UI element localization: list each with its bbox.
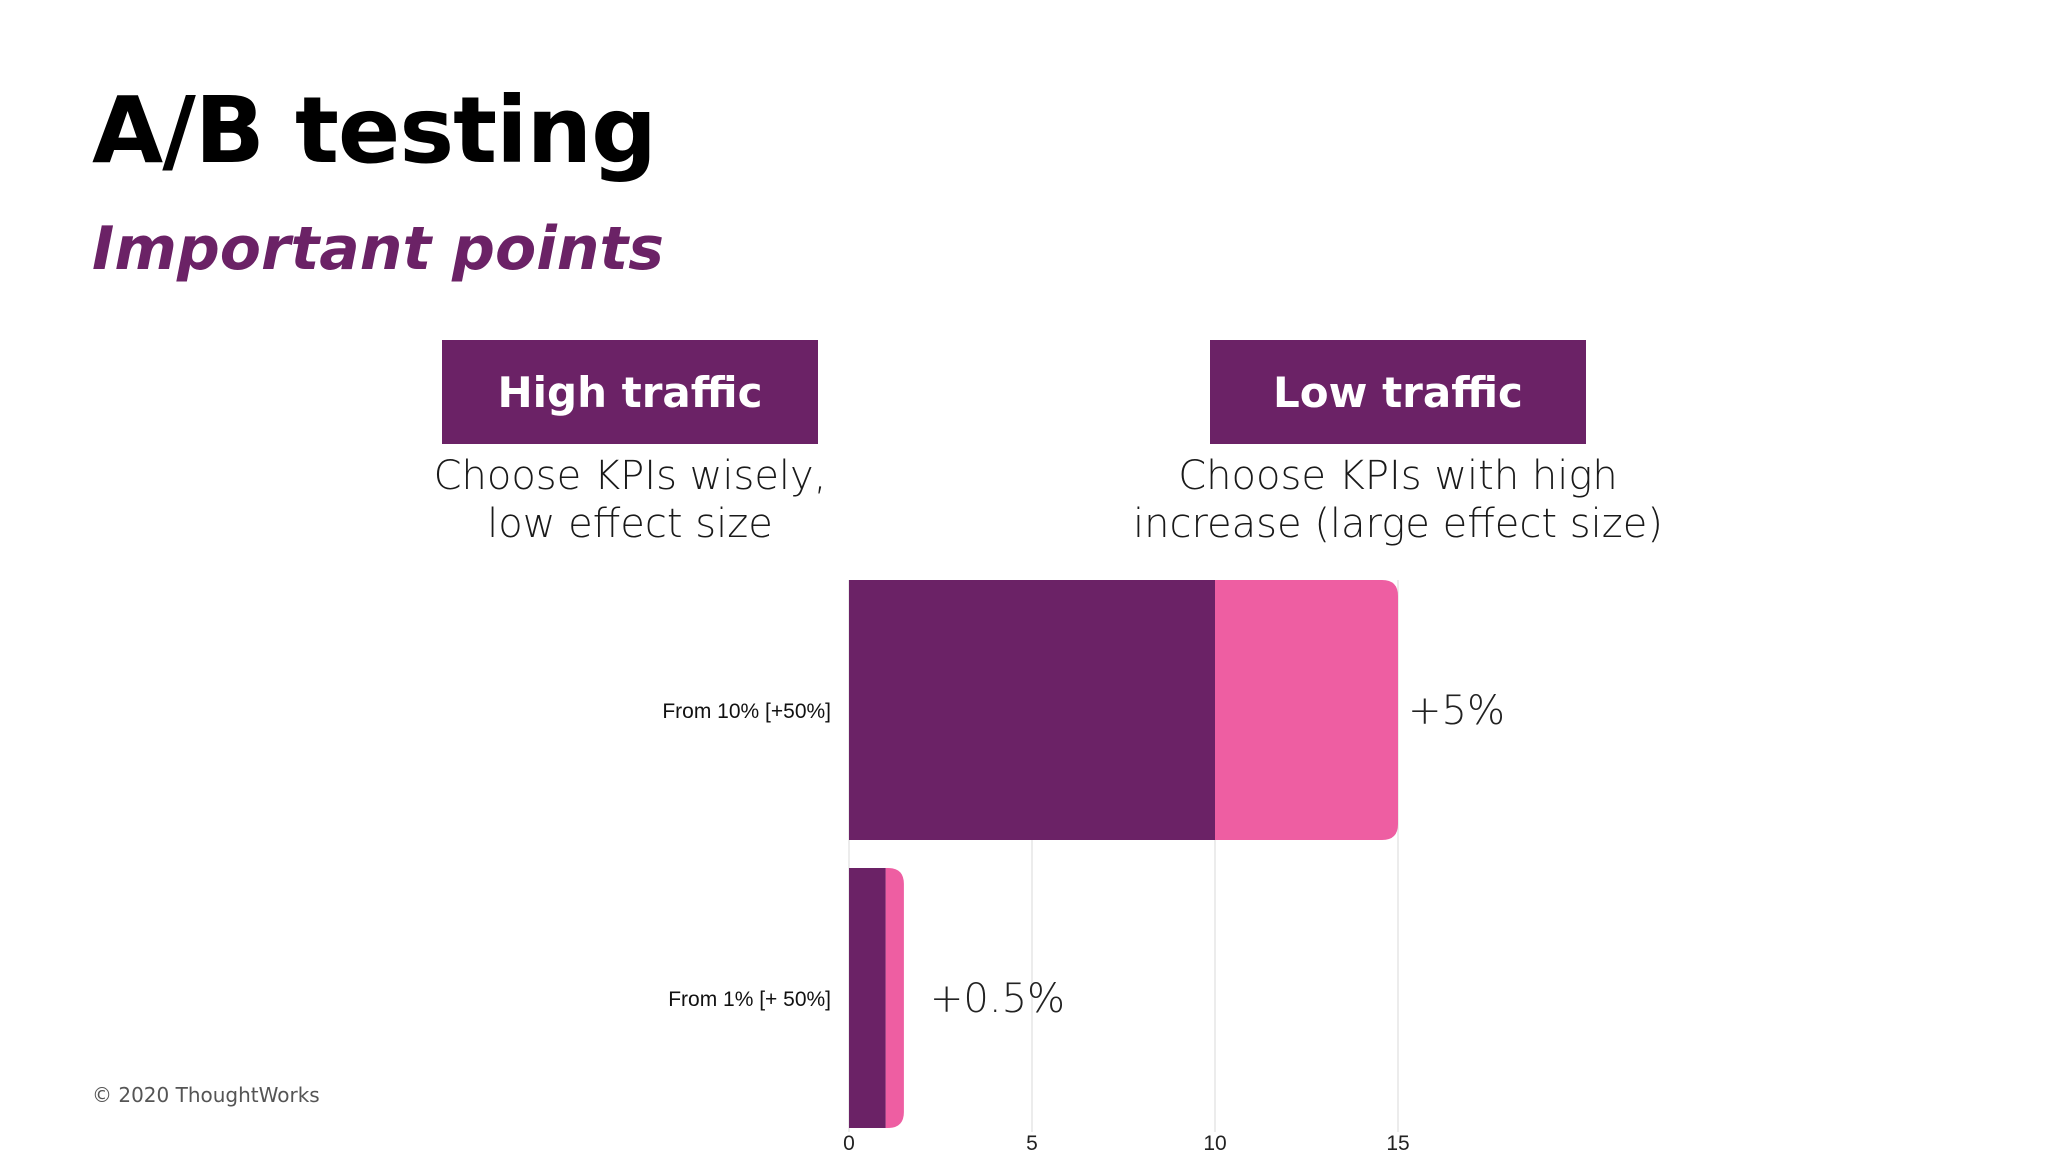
x-tick-label-15: 15: [1386, 1132, 1409, 1152]
low-traffic-description: Choose KPIs with high increase (large ef…: [1118, 452, 1678, 548]
low-traffic-line-2: increase (large effect size): [1133, 501, 1663, 547]
chart-labels: 0 5 10 15 From 10% [+50%] +5% From 1% [+ 50%] +…: [662, 688, 1505, 1152]
data-label-1: +0.5%: [930, 976, 1065, 1022]
bar-baseline-1: [849, 868, 886, 1128]
category-label-1: From 1% [+ 50%]: [668, 988, 831, 1011]
low-traffic-tag: Low traffic: [1210, 340, 1586, 444]
copyright-notice: © 2020 ThoughtWorks: [92, 1083, 320, 1107]
high-traffic-description: Choose KPIs wisely, low effect size: [350, 452, 910, 548]
bar-baseline-0: [849, 580, 1215, 840]
high-traffic-line-2: low effect size: [487, 501, 773, 547]
bar-increase-0: [1215, 580, 1398, 840]
category-label-0: From 10% [+50%]: [662, 700, 831, 723]
bar-increase-1: [885, 868, 904, 1128]
low-traffic-line-1: Choose KPIs with high: [1178, 453, 1618, 499]
x-tick-label-10: 10: [1203, 1132, 1226, 1152]
slide-title: A/B testing: [92, 77, 657, 184]
slide-subtitle: Important points: [92, 214, 664, 284]
chart-bars: [849, 580, 1398, 1128]
high-traffic-line-1: Choose KPIs wisely,: [433, 453, 827, 499]
data-label-0: +5%: [1408, 688, 1505, 734]
high-traffic-tag: High traffic: [442, 340, 818, 444]
x-tick-label-5: 5: [1026, 1132, 1038, 1152]
x-tick-label-0: 0: [843, 1132, 855, 1152]
